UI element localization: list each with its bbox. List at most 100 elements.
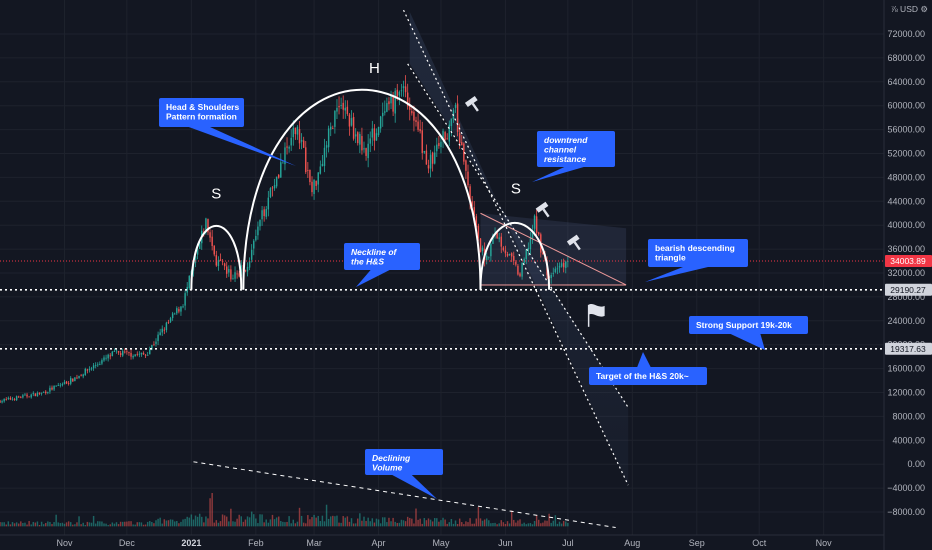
volume-bar [144,524,147,527]
volume-bar [458,518,461,527]
candle-body [438,143,440,147]
candle-body [535,216,538,233]
volume-bar [205,516,207,527]
price-axis[interactable]: ⅞ USD ⚙ 72000.00 68000.00 64000.00 60000.00 5… [883,0,932,550]
volume-bar [373,522,376,527]
candle-body [450,118,453,126]
candle-body [363,148,365,150]
volume-bar [167,520,170,527]
candle-body [253,240,255,249]
callout-volume-box [365,449,443,475]
candle-body [26,394,28,397]
candle-body [552,272,555,274]
price-label: 34003.89 [890,256,926,266]
volume-bar [546,520,548,527]
volume-bar [105,523,107,527]
candle-body [369,138,371,144]
y-tick-label: 16000.00 [887,364,925,374]
volume-bar [463,524,465,527]
candle-body [38,392,41,394]
time-axis[interactable]: Nov Dec 2021 Feb Mar Apr May Jun Jul Aug Sep Oct Nov [0,534,884,548]
candle-body [275,176,278,187]
volume-bar [565,521,567,527]
candle-body [537,232,540,235]
candle-body [400,90,403,92]
volume-bar [423,517,426,527]
volume-bar [169,519,172,527]
volume-bar [213,522,215,527]
candle-body [182,306,184,308]
candle-body [136,353,139,355]
candle-body [402,86,405,89]
candle-body [255,236,257,241]
volume-bar [377,519,380,527]
candle-body [78,375,80,379]
volume-bar [467,522,469,527]
callout-support-pointer [730,334,765,350]
candle-body [329,126,332,130]
volume-bar [417,519,419,527]
volume-bar [94,523,97,527]
volume-bar [384,517,386,527]
candle-body [171,313,174,319]
callout-downtrend-pointer [532,167,584,182]
candle-body [180,306,182,312]
volume-bar [300,515,303,527]
volume-bar [182,519,184,527]
volume-bar [42,524,45,527]
candle-body [223,263,226,267]
drawings: S H S [0,9,884,529]
candle-body [292,127,295,138]
volume-bar [381,517,384,527]
volume-bar [134,524,136,527]
flag-icon [587,304,605,327]
volume-bar [340,522,342,527]
callout-downtrend-text: downtrend [544,135,588,145]
candle-body [211,236,213,246]
volume-bar [519,519,521,527]
volume-bar [352,523,355,527]
candle-body [525,249,527,260]
candle-body [321,163,324,167]
candle-body [458,133,461,143]
candle-body [463,143,465,162]
volume-bar [529,523,532,527]
candles [0,75,569,404]
candle-body [394,90,396,114]
volume-bar [225,516,228,527]
pattern-letter: S [211,185,221,202]
candle-body [80,375,82,377]
y-tick-label: 36000.00 [887,244,925,254]
y-tick-label: 52000.00 [887,149,925,159]
candle-body [45,391,47,394]
candle-body [124,351,126,353]
candle-body [396,89,399,97]
volume-bar [523,522,525,527]
candle-body [232,278,234,280]
candle-body [105,357,107,359]
volume-bar [452,523,455,527]
candle-body [267,197,270,210]
candle-body [467,171,469,186]
volume-bar [117,524,120,527]
volume-bar [292,519,295,527]
volume-bar [315,517,317,527]
volume-bar [438,521,440,527]
volume-bar [332,515,334,527]
volume-bar [456,524,459,527]
candle-body [446,138,448,140]
volume-bar [327,518,330,527]
candle-body [176,308,178,314]
hammer-head [464,95,478,107]
candle-body [485,255,488,261]
volume-bar [163,519,166,527]
candle-body [30,394,32,398]
x-tick-label: Sep [689,538,705,548]
candle-body [20,397,22,399]
volume-bar [469,518,471,527]
candle-body [284,147,286,165]
volume-bar [51,524,53,527]
candle-body [9,397,12,400]
